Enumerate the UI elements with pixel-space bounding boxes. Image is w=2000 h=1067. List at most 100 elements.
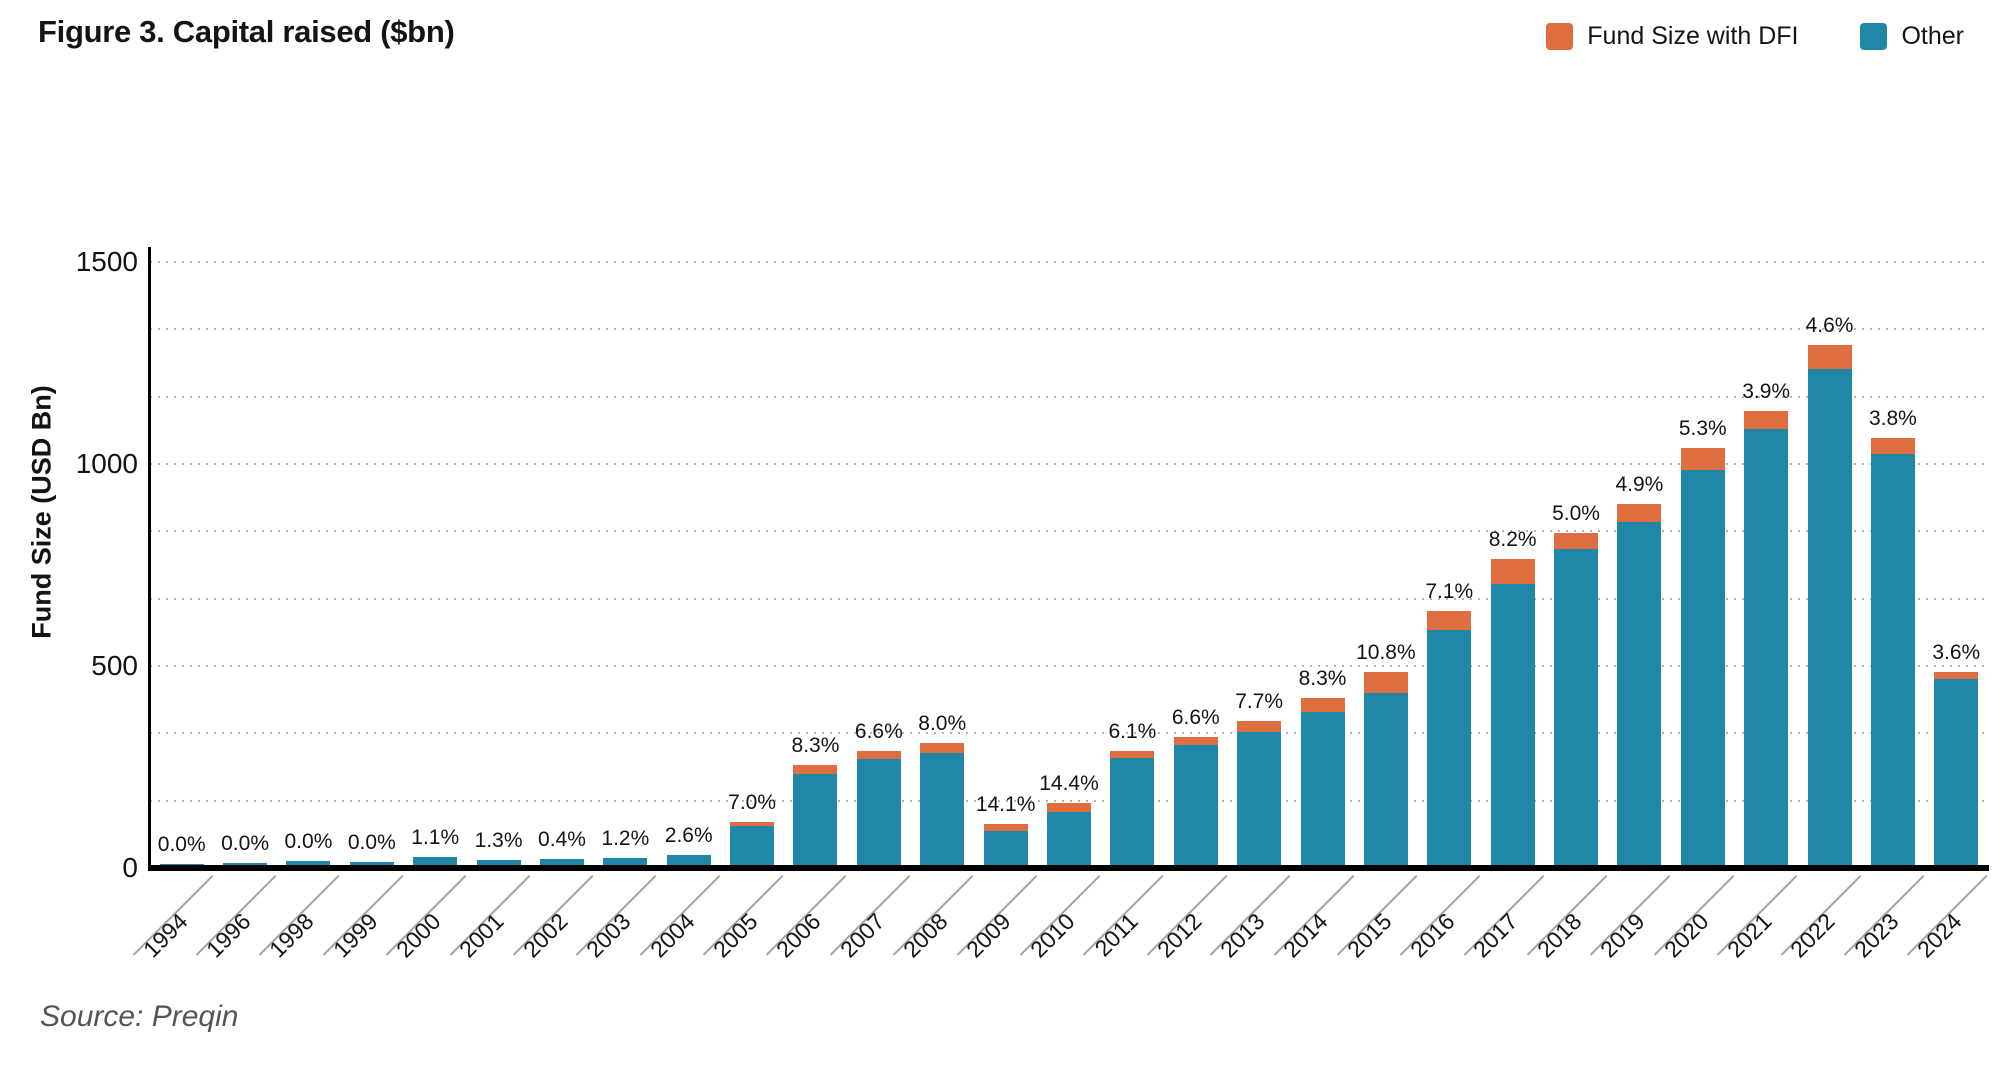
pct-label-2001: 1.3% xyxy=(474,828,523,852)
source-note: Source: Preqin xyxy=(40,1000,239,1033)
pct-label-2011: 6.1% xyxy=(1108,719,1157,743)
gridline xyxy=(150,732,1988,735)
bar-segment-dfi-2024 xyxy=(1934,672,1979,680)
bar-segment-other-2016 xyxy=(1427,629,1472,868)
bar-segment-dfi-2009 xyxy=(983,824,1028,831)
y-tick-label-500: 500 xyxy=(91,650,138,681)
gridline xyxy=(150,463,1988,465)
x-label-slot-2024: 2024 xyxy=(1836,872,1988,984)
legend-swatch-dfi-icon xyxy=(1546,23,1574,50)
bar-2003 xyxy=(603,857,648,868)
y-axis-title: Fund Size (USD Bn) xyxy=(26,385,57,639)
bar-segment-dfi-2019 xyxy=(1617,504,1662,523)
bar-segment-dfi-2007 xyxy=(856,750,901,759)
bar-segment-dfi-2017 xyxy=(1490,558,1535,585)
bar-segment-other-2023 xyxy=(1870,454,1915,868)
pct-label-2022: 4.6% xyxy=(1805,313,1854,337)
bar-segment-dfi-2016 xyxy=(1427,611,1472,630)
bar-segment-other-1998 xyxy=(286,861,331,868)
bar-2007 xyxy=(856,750,901,868)
y-tick-label-1500: 1500 xyxy=(75,246,138,277)
bar-2002 xyxy=(539,859,584,868)
pct-label-2021: 3.9% xyxy=(1742,380,1791,404)
bar-2019 xyxy=(1617,504,1662,868)
plot-area: 0.0% 0.0% 0.0% 0.0% 1.1% 1.3% 0.4% 1.2% 2.6% 7.0%… xyxy=(150,261,1988,868)
bar-segment-dfi-2006 xyxy=(793,764,838,774)
bar-segment-other-2020 xyxy=(1680,470,1725,868)
bar-segment-other-2015 xyxy=(1363,693,1408,868)
bar-segment-other-2000 xyxy=(413,856,458,868)
pct-label-2016: 7.1% xyxy=(1425,580,1474,604)
bar-2020 xyxy=(1680,447,1725,868)
bar-segment-dfi-2014 xyxy=(1300,698,1345,713)
x-tick-label-2024: 2024 xyxy=(1912,908,1967,963)
gridline xyxy=(150,799,1988,802)
legend-item-dfi: Fund Size with DFI xyxy=(1546,22,1798,51)
bar-segment-other-2021 xyxy=(1744,429,1789,868)
pct-label-2023: 3.8% xyxy=(1868,406,1917,430)
bar-1998 xyxy=(286,861,331,868)
bar-segment-dfi-2013 xyxy=(1237,720,1282,732)
bar-2008 xyxy=(920,742,965,868)
pct-label-2012: 6.6% xyxy=(1171,705,1220,729)
bar-2022 xyxy=(1807,344,1852,868)
bar-segment-other-2002 xyxy=(539,859,584,868)
bar-2017 xyxy=(1490,558,1535,868)
bar-segment-dfi-2018 xyxy=(1554,532,1599,550)
figure-title: Figure 3. Capital raised ($bn) xyxy=(38,14,455,49)
pct-label-2005: 7.0% xyxy=(728,791,777,815)
bar-segment-other-2005 xyxy=(730,825,775,868)
bar-segment-dfi-2021 xyxy=(1744,411,1789,430)
bar-segment-dfi-2008 xyxy=(920,742,965,753)
gridline xyxy=(150,665,1988,667)
bar-segment-other-2008 xyxy=(920,752,965,868)
pct-label-2019: 4.9% xyxy=(1615,473,1664,497)
bar-segment-dfi-2020 xyxy=(1680,447,1725,471)
gridline xyxy=(150,328,1988,331)
bar-segment-dfi-2023 xyxy=(1870,437,1915,455)
bar-2005 xyxy=(730,822,775,868)
legend-label-dfi: Fund Size with DFI xyxy=(1587,22,1799,50)
bar-2015 xyxy=(1363,672,1408,868)
bar-segment-other-2009 xyxy=(983,830,1028,868)
pct-label-2003: 1.2% xyxy=(601,826,650,850)
bar-2004 xyxy=(666,854,711,868)
bar-2006 xyxy=(793,764,838,868)
bar-2021 xyxy=(1744,411,1789,868)
bar-segment-other-2013 xyxy=(1237,731,1282,868)
bar-segment-other-2007 xyxy=(856,758,901,868)
bar-segment-other-2003 xyxy=(603,858,648,868)
legend-item-other: Other xyxy=(1860,22,1964,51)
gridline xyxy=(150,597,1988,600)
bar-segment-other-2022 xyxy=(1807,368,1852,868)
bar-segment-other-2001 xyxy=(476,860,521,868)
bar-segment-other-2018 xyxy=(1554,549,1599,868)
pct-label-1996: 0.0% xyxy=(221,832,269,856)
bar-2013 xyxy=(1237,720,1282,868)
pct-label-2007: 6.6% xyxy=(854,719,903,743)
bar-segment-other-2019 xyxy=(1617,522,1662,868)
gridline xyxy=(150,395,1988,398)
bar-segment-other-2004 xyxy=(666,855,711,868)
bar-segment-other-2014 xyxy=(1300,712,1345,868)
bar-segment-other-2011 xyxy=(1110,757,1155,868)
bar-segment-other-2024 xyxy=(1934,679,1979,868)
y-tick-label-1000: 1000 xyxy=(75,448,138,479)
y-axis-line xyxy=(148,247,151,871)
bar-segment-dfi-2011 xyxy=(1110,750,1155,758)
pct-label-2017: 8.2% xyxy=(1488,527,1537,551)
gridline xyxy=(150,261,1988,263)
pct-label-1994: 0.0% xyxy=(157,832,206,856)
pct-label-2014: 8.3% xyxy=(1298,667,1347,691)
bar-2024 xyxy=(1934,672,1979,868)
bar-2014 xyxy=(1300,698,1345,868)
bar-2010 xyxy=(1047,802,1091,868)
bar-segment-dfi-2005 xyxy=(730,822,775,826)
pct-label-1998: 0.0% xyxy=(284,830,333,854)
bar-segment-other-2017 xyxy=(1490,584,1535,868)
y-tick-label-0: 0 xyxy=(122,852,138,883)
bar-2018 xyxy=(1554,532,1599,868)
pct-label-2006: 8.3% xyxy=(791,733,840,757)
pct-label-2018: 5.0% xyxy=(1552,501,1600,525)
bar-2009 xyxy=(983,824,1028,868)
